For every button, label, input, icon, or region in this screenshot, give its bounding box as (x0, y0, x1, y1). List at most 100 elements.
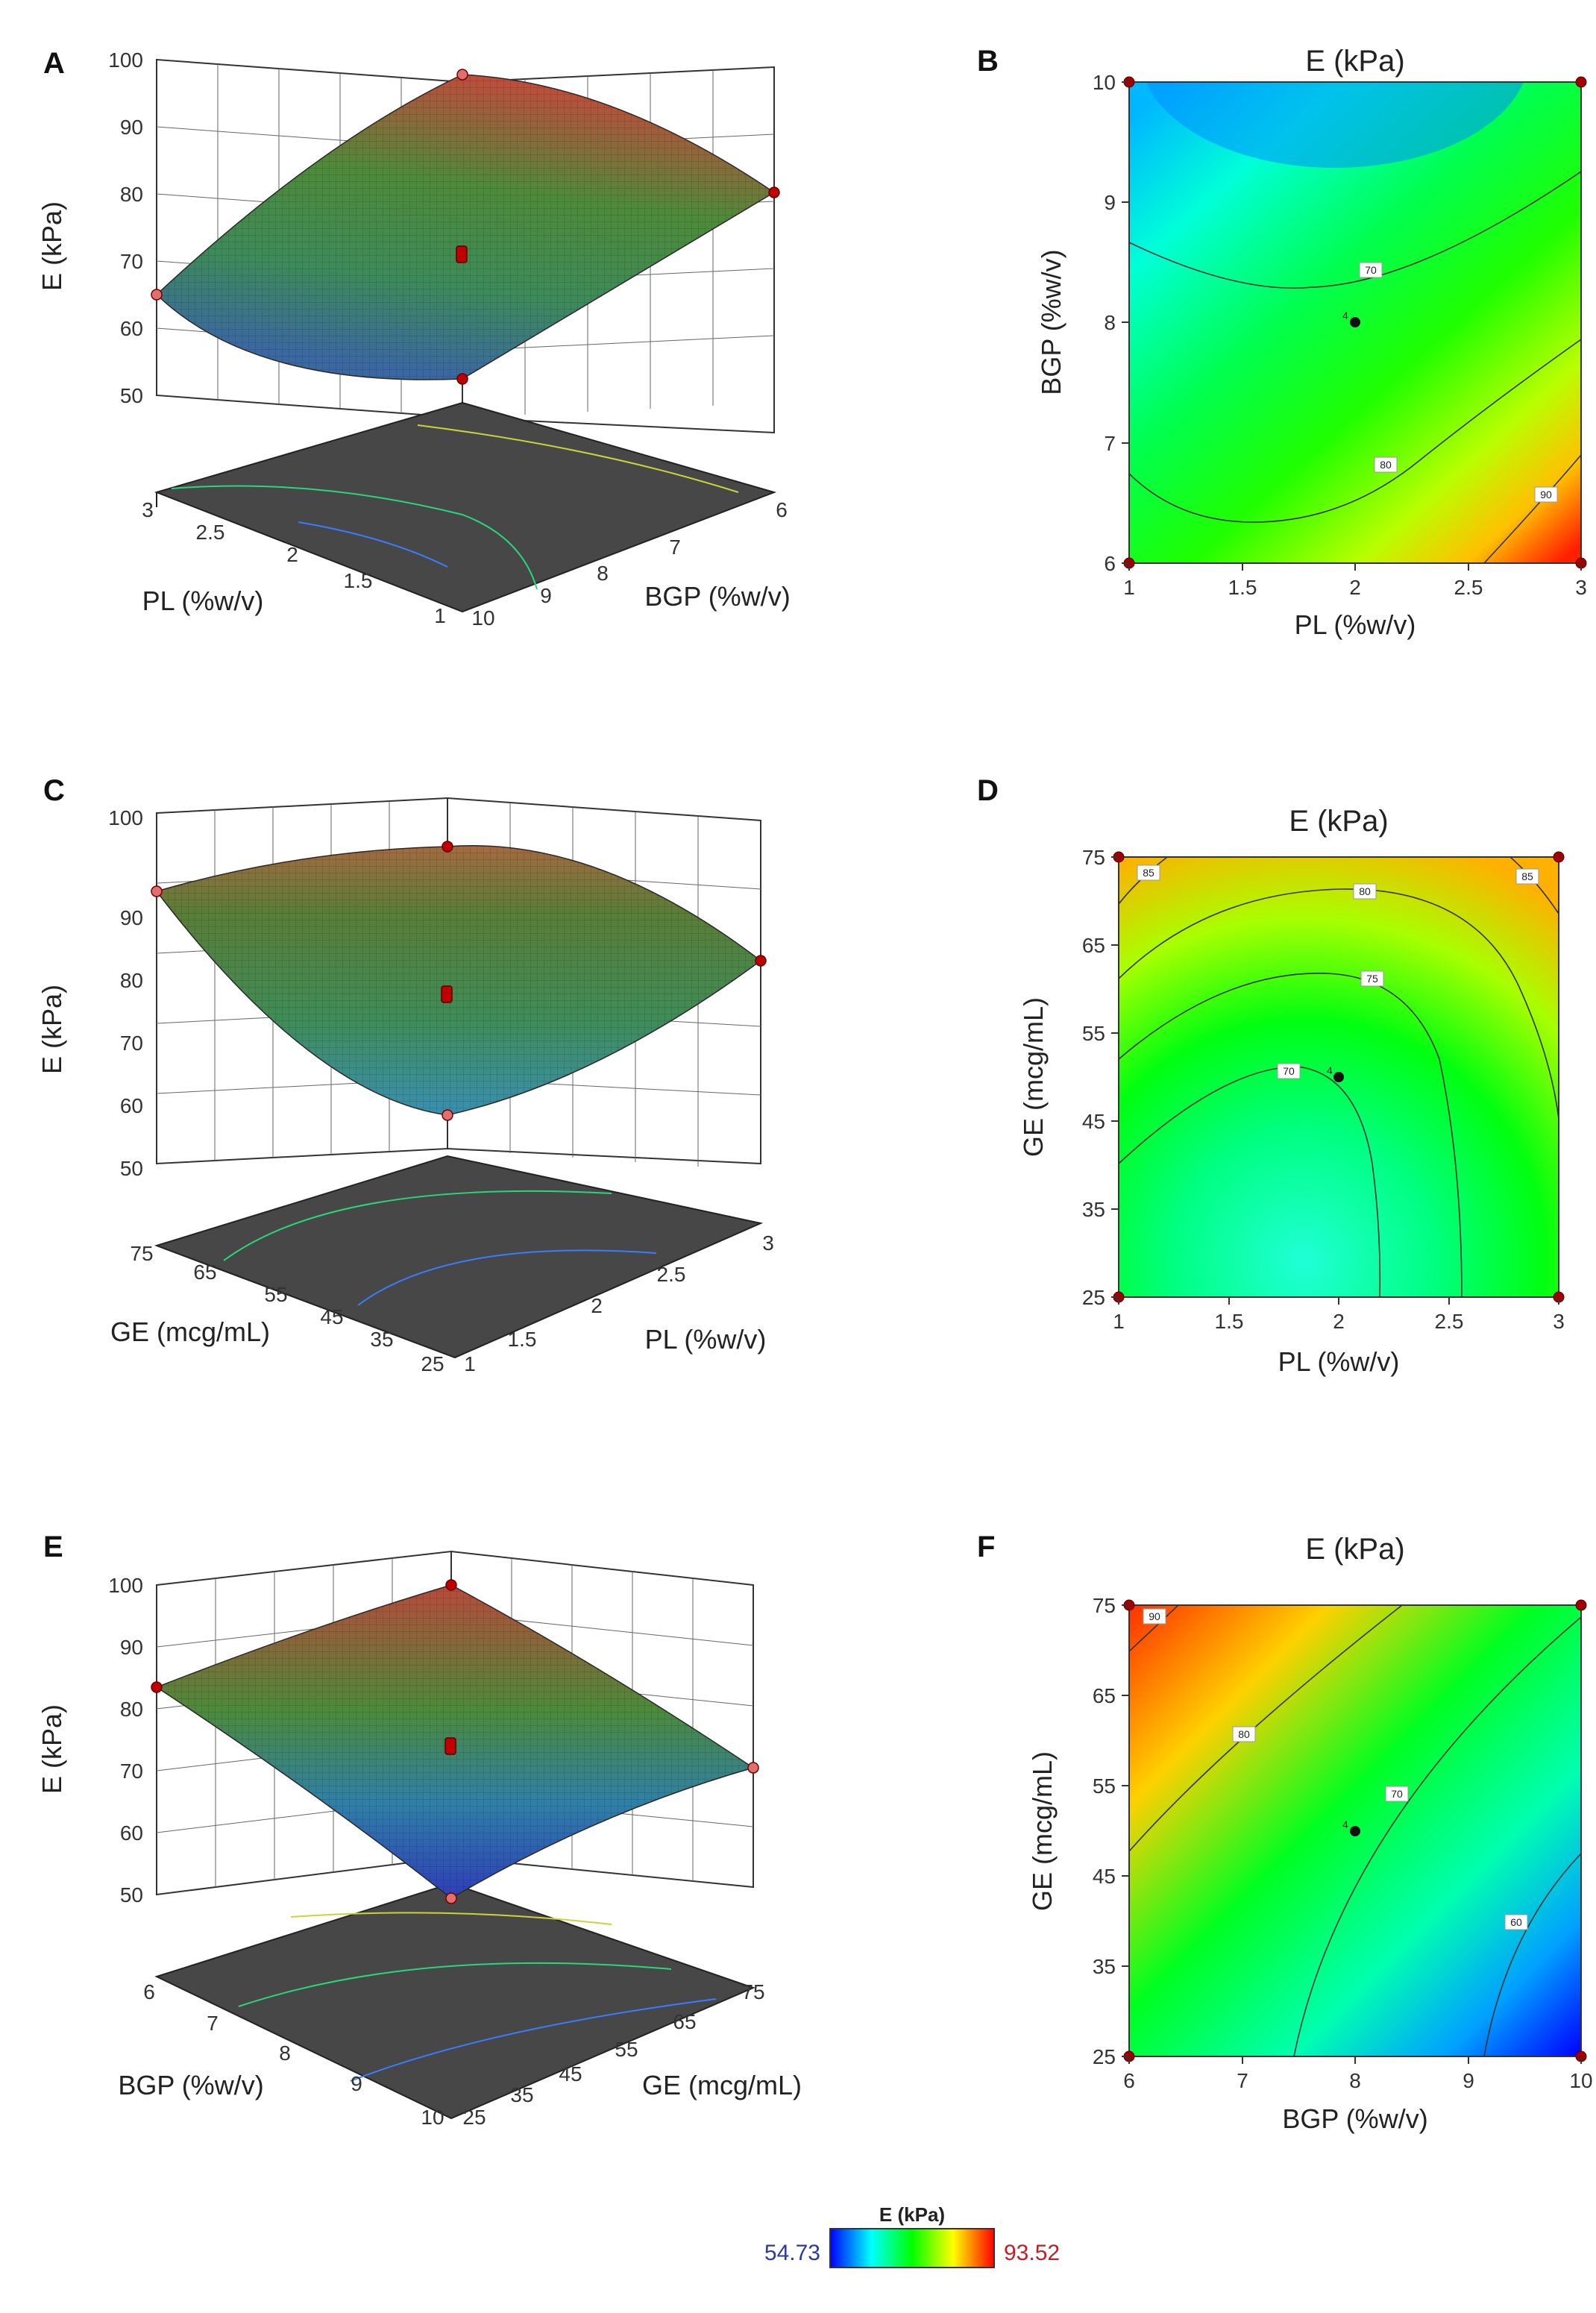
x-tick: 1.5 (344, 569, 373, 592)
x-tick: 2.5 (1454, 576, 1483, 599)
z-tick: 50 (120, 1157, 143, 1180)
center-point-label: 4 (1327, 1064, 1333, 1076)
y-tick: 45 (1093, 1865, 1116, 1888)
design-point (755, 955, 767, 967)
y-tick: 75 (741, 1980, 764, 2003)
colorbar-gradient (829, 2228, 995, 2268)
y-tick: 35 (1082, 1198, 1105, 1221)
x-tick: 8 (279, 2041, 291, 2065)
y-tick: 75 (1082, 846, 1105, 869)
design-point (445, 1892, 457, 1904)
design-point (442, 1109, 453, 1121)
x-tick: 10 (1569, 2069, 1592, 2092)
x-axis-label: GE (mcg/mL) (110, 1316, 270, 1347)
x-tick: 75 (130, 1242, 153, 1265)
x-axis-label: BGP (%w/v) (1282, 2103, 1427, 2134)
y-tick: 25 (1093, 2045, 1116, 2068)
y-tick: 45 (1082, 1110, 1105, 1133)
y-tick: 3 (762, 1231, 774, 1255)
center-point (1333, 1072, 1344, 1082)
z-tick: 100 (108, 48, 143, 72)
x-tick: 1.5 (1228, 576, 1257, 599)
z-tick: 50 (120, 1883, 143, 1906)
design-point (445, 1579, 457, 1591)
z-tick: 50 (120, 384, 143, 407)
contour-label: 90 (1149, 1610, 1160, 1622)
panel-letter-b: B (977, 45, 999, 78)
z-tick: 90 (120, 116, 143, 139)
y-tick: 65 (1082, 934, 1105, 957)
panel-a-design-points (151, 69, 780, 385)
contour-label: 75 (1366, 973, 1378, 985)
y-tick: 9 (1104, 191, 1116, 214)
x-tick: 25 (421, 1352, 444, 1375)
x-tick: 7 (1237, 2069, 1248, 2092)
contour-label: 85 (1521, 870, 1533, 882)
x-tick: 6 (143, 1980, 155, 2003)
contour-label: 80 (1380, 459, 1392, 471)
y-tick: 25 (462, 2106, 486, 2129)
z-tick: 70 (120, 1760, 143, 1783)
contour-label: 80 (1238, 1728, 1250, 1740)
design-point (768, 186, 780, 198)
panel-b-contour-labels: 70 80 90 (1359, 262, 1558, 503)
z-tick: 80 (120, 1698, 143, 1721)
z-tick: 90 (120, 906, 143, 929)
y-tick: 45 (559, 2062, 582, 2086)
y-tick: 55 (1093, 1774, 1116, 1798)
y-tick: 9 (540, 584, 552, 607)
panel-c-design-points (151, 841, 767, 1121)
y-axis-label: GE (mcg/mL) (642, 2070, 802, 2100)
contour-label: 90 (1540, 489, 1552, 500)
z-tick: 90 (120, 1636, 143, 1659)
x-axis-label: BGP (%w/v) (118, 2070, 263, 2100)
x-tick: 55 (264, 1283, 287, 1306)
x-tick: 2 (1349, 576, 1361, 599)
y-axis-label: GE (mcg/mL) (1027, 1751, 1058, 1911)
y-tick: 35 (1093, 1955, 1116, 1978)
z-axis-label: E (kPa) (37, 201, 67, 291)
z-tick: 60 (120, 1821, 143, 1845)
colorbar: E (kPa) 54.73 93.52 (764, 2203, 1060, 2268)
x-tick: 2 (1333, 1310, 1345, 1333)
panel-f-title: E (kPa) (1305, 1533, 1404, 1566)
x-tick: 3 (142, 498, 154, 521)
z-axis-label: E (kPa) (37, 1704, 67, 1794)
x-axis-label: PL (%w/v) (1295, 609, 1416, 640)
y-tick: 35 (510, 2083, 533, 2106)
y-tick: 65 (673, 2010, 696, 2033)
design-point (747, 1762, 759, 1774)
panel-c-surface: C 50 60 (37, 774, 774, 1375)
z-tick: 70 (120, 1032, 143, 1055)
y-axis-label: BGP (%w/v) (644, 581, 790, 612)
z-tick: 80 (120, 183, 143, 206)
panel-d-contour: D E (kPa) 85 80 75 70 85 4 (977, 774, 1565, 1377)
y-tick: 2.5 (657, 1263, 686, 1286)
colorbar-min-label: 54.73 (764, 2241, 820, 2265)
y-tick: 10 (471, 606, 494, 630)
design-point (151, 289, 163, 301)
x-tick: 10 (421, 2106, 444, 2129)
center-point (441, 985, 453, 1003)
panel-e-surface: E 50 60 (37, 1531, 802, 2129)
design-point (151, 1681, 163, 1693)
panel-d-contour-labels: 85 80 75 70 85 (1137, 864, 1539, 1079)
x-tick: 9 (351, 2072, 362, 2095)
y-axis-label: PL (%w/v) (645, 1324, 767, 1355)
panel-letter-c: C (43, 774, 65, 807)
x-axis-label: PL (%w/v) (1278, 1346, 1400, 1377)
z-tick: 100 (108, 1574, 143, 1597)
x-tick: 2.5 (1435, 1310, 1464, 1333)
x-tick: 6 (1123, 2069, 1135, 2092)
x-tick: 1 (434, 604, 446, 627)
x-tick: 3 (1575, 576, 1587, 599)
design-point (456, 69, 468, 81)
y-tick: 1 (464, 1352, 476, 1375)
y-tick: 7 (669, 536, 681, 559)
panel-b-contour: B E (kPa) 70 80 90 4 (977, 45, 1587, 640)
design-point (151, 885, 163, 897)
y-tick: 8 (597, 562, 609, 585)
center-point (444, 1737, 456, 1755)
colorbar-max-label: 93.52 (1004, 2241, 1060, 2265)
